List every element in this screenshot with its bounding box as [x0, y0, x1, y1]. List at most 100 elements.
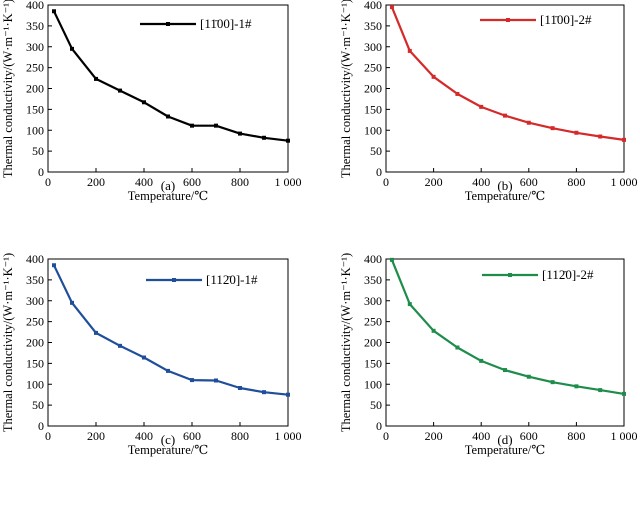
- y-tick-label: 0: [376, 419, 382, 433]
- x-tick-label: 800: [231, 175, 249, 189]
- chart-panel: 0 50 100 150 200 250 300 350 400 0 200 400 600 800 1 0…: [339, 252, 638, 457]
- data-point: [503, 368, 507, 373]
- y-tick-label: 400: [364, 0, 382, 12]
- y-tick-label: 200: [364, 336, 382, 350]
- x-tick-label: 0: [383, 429, 389, 443]
- data-point: [622, 391, 626, 396]
- data-point: [286, 138, 290, 143]
- data-point: [407, 48, 412, 53]
- x-tick-label: 400: [472, 429, 490, 443]
- data-point: [94, 76, 98, 81]
- y-tick-label: 350: [364, 273, 382, 287]
- data-point: [70, 300, 74, 305]
- x-tick-label: 200: [87, 175, 105, 189]
- y-axis-title: Thermal conductivity/(W·m⁻¹·K⁻¹): [339, 253, 353, 432]
- data-point: [262, 390, 266, 395]
- data-point: [622, 137, 626, 142]
- legend-marker: [508, 273, 512, 277]
- data-point: [550, 380, 555, 385]
- y-tick-label: 50: [32, 398, 44, 412]
- panel-label: (a): [161, 178, 175, 193]
- plot-frame: [385, 258, 625, 427]
- y-tick-label: 250: [26, 61, 44, 75]
- data-point: [52, 263, 56, 268]
- data-point: [94, 330, 98, 335]
- y-tick-label: 200: [364, 82, 382, 96]
- data-point: [214, 378, 218, 383]
- legend-label: [11̄00]-2#: [540, 12, 592, 27]
- legend-marker: [172, 278, 176, 282]
- legend-label: [11̄00]-1#: [200, 16, 252, 31]
- data-point: [598, 134, 603, 139]
- chart-panel: 0 50 100 150 200 250 300 350 400 0 200 400 600 800 1 0…: [339, 0, 638, 203]
- data-point: [455, 345, 460, 350]
- data-point: [574, 384, 579, 389]
- x-tick-label: 0: [45, 429, 51, 443]
- data-point: [166, 368, 170, 373]
- x-tick-label: 1 000: [611, 175, 638, 189]
- data-point: [407, 302, 412, 307]
- y-tick-label: 150: [26, 356, 44, 370]
- x-tick-label: 200: [87, 429, 105, 443]
- y-tick-label: 0: [38, 165, 44, 179]
- data-point: [238, 131, 242, 136]
- x-axis-title: Temperature/℃: [465, 189, 545, 203]
- data-point: [190, 378, 194, 383]
- data-point: [550, 126, 555, 131]
- y-axis-title: Thermal conductivity/(W·m⁻¹·K⁻¹): [339, 0, 353, 178]
- data-point: [455, 91, 460, 96]
- y-tick-label: 250: [364, 315, 382, 329]
- data-point: [503, 113, 507, 118]
- y-tick-label: 200: [26, 336, 44, 350]
- x-tick-label: 400: [135, 429, 153, 443]
- chart-panel: 0 50 100 150 200 250 300 350 400 0 200 400 600 800 1 0…: [1, 252, 302, 457]
- data-point: [389, 5, 394, 10]
- y-tick-label: 100: [26, 123, 44, 137]
- x-tick-label: 400: [135, 175, 153, 189]
- y-tick-label: 100: [364, 377, 382, 391]
- data-point: [52, 9, 56, 14]
- data-point: [142, 355, 146, 360]
- data-point: [118, 343, 122, 348]
- x-tick-label: 600: [183, 429, 201, 443]
- y-tick-label: 400: [26, 0, 44, 12]
- data-point: [479, 104, 484, 109]
- x-tick-label: 800: [567, 429, 585, 443]
- data-point: [389, 257, 394, 262]
- y-tick-label: 0: [38, 419, 44, 433]
- y-tick-label: 100: [26, 377, 44, 391]
- y-axis-title: Thermal conductivity/(W·m⁻¹·K⁻¹): [1, 253, 15, 432]
- x-tick-label: 600: [520, 429, 538, 443]
- x-axis-title: Temperature/℃: [465, 443, 545, 457]
- y-tick-label: 250: [364, 61, 382, 75]
- y-tick-label: 400: [26, 252, 44, 266]
- data-point: [526, 374, 531, 379]
- x-tick-label: 800: [231, 429, 249, 443]
- y-tick-label: 50: [370, 398, 382, 412]
- x-axis-title: Temperature/℃: [128, 443, 208, 457]
- plot-frame: [385, 4, 625, 173]
- data-point: [598, 388, 603, 393]
- panel-label: (c): [161, 432, 175, 447]
- x-tick-label: 200: [425, 175, 443, 189]
- data-point: [431, 74, 436, 79]
- x-axis-title: Temperature/℃: [128, 189, 208, 203]
- y-tick-label: 50: [370, 144, 382, 158]
- y-tick-label: 150: [364, 102, 382, 116]
- data-point: [526, 120, 531, 125]
- plot-frame: [47, 4, 289, 173]
- legend-label: [112̄0]-1#: [206, 272, 258, 287]
- x-tick-label: 1 000: [611, 429, 638, 443]
- series-line: [53, 10, 289, 142]
- y-tick-label: 300: [26, 40, 44, 54]
- x-tick-label: 1 000: [275, 429, 302, 443]
- y-axis-title: Thermal conductivity/(W·m⁻¹·K⁻¹): [1, 0, 15, 178]
- y-tick-label: 100: [364, 123, 382, 137]
- data-point: [70, 46, 74, 51]
- y-tick-label: 300: [364, 40, 382, 54]
- x-tick-label: 0: [45, 175, 51, 189]
- y-tick-label: 350: [26, 19, 44, 33]
- y-tick-label: 200: [26, 82, 44, 96]
